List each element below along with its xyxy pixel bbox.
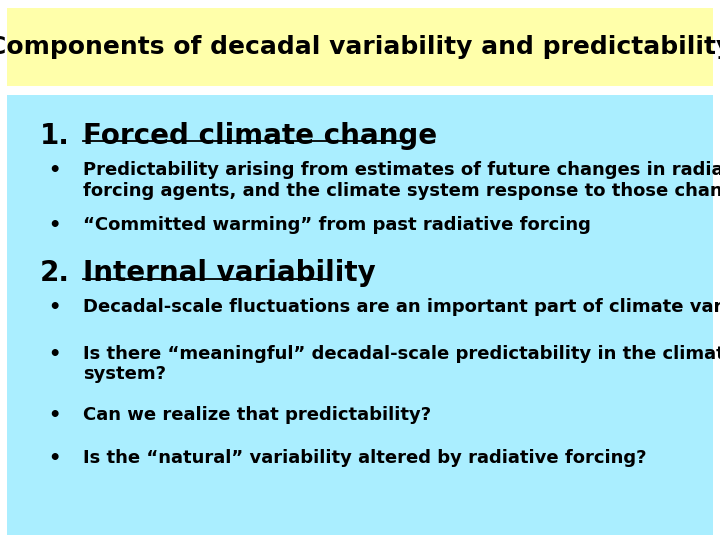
Text: Forced climate change: Forced climate change — [83, 122, 437, 150]
Text: 1.: 1. — [40, 122, 69, 150]
Text: •: • — [48, 216, 60, 235]
Text: Decadal-scale fluctuations are an important part of climate variability: Decadal-scale fluctuations are an import… — [83, 298, 720, 316]
Text: •: • — [48, 449, 60, 468]
Text: Is there “meaningful” decadal-scale predictability in the climate
system?: Is there “meaningful” decadal-scale pred… — [83, 345, 720, 383]
Text: “Committed warming” from past radiative forcing: “Committed warming” from past radiative … — [83, 216, 590, 234]
Text: Predictability arising from estimates of future changes in radiative
forcing age: Predictability arising from estimates of… — [83, 161, 720, 200]
Text: •: • — [48, 345, 60, 363]
FancyBboxPatch shape — [7, 8, 713, 86]
Text: Is the “natural” variability altered by radiative forcing?: Is the “natural” variability altered by … — [83, 449, 647, 467]
Text: Components of decadal variability and predictability: Components of decadal variability and pr… — [0, 35, 720, 59]
Text: •: • — [48, 161, 60, 180]
Text: •: • — [48, 406, 60, 425]
Text: •: • — [48, 298, 60, 317]
FancyBboxPatch shape — [7, 94, 713, 535]
Text: 2.: 2. — [40, 259, 70, 287]
Text: Internal variability: Internal variability — [83, 259, 376, 287]
Text: Can we realize that predictability?: Can we realize that predictability? — [83, 406, 431, 424]
